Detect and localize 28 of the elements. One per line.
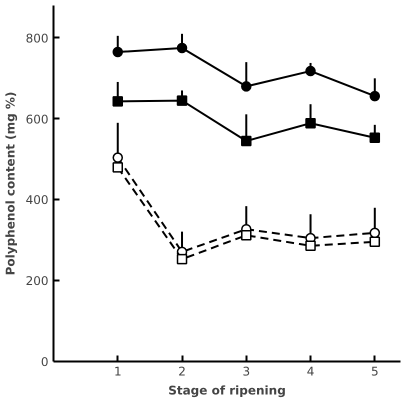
y-tick-label: 0 xyxy=(40,355,49,369)
point xyxy=(241,81,252,92)
point xyxy=(305,118,316,128)
point xyxy=(176,254,188,264)
x-tick-label: 5 xyxy=(370,364,379,378)
x-tick-label: 2 xyxy=(178,364,186,378)
point xyxy=(305,66,316,76)
point xyxy=(112,162,124,173)
point xyxy=(112,96,124,107)
point xyxy=(112,46,124,58)
x-tick-label: 1 xyxy=(114,364,122,378)
point xyxy=(370,236,380,248)
x-tick-label: 3 xyxy=(242,364,250,378)
point xyxy=(241,230,252,241)
y-tick-label: 800 xyxy=(26,31,48,46)
x-tick-label: 4 xyxy=(306,364,314,378)
y-tick-label: 600 xyxy=(26,112,48,126)
x-axis-title: Stage of ripening xyxy=(168,384,286,398)
y-tick-label: 200 xyxy=(26,274,48,288)
y-tick-label: 400 xyxy=(26,193,48,208)
point xyxy=(176,42,188,54)
point xyxy=(370,132,380,144)
point xyxy=(305,240,316,252)
point xyxy=(176,95,188,106)
point xyxy=(370,90,380,102)
y-axis-title: Polyphenol content (mg %) xyxy=(4,92,18,276)
point xyxy=(112,152,124,163)
point xyxy=(241,136,252,146)
